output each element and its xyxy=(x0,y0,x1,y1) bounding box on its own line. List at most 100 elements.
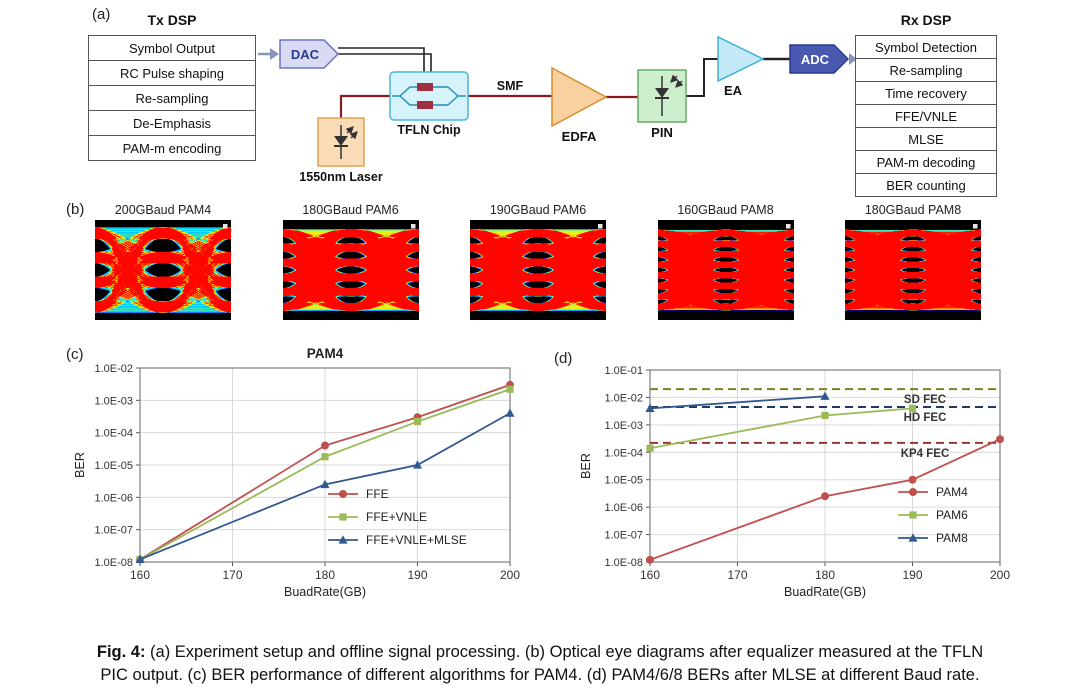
y-tick-label: 1.0E-08 xyxy=(94,557,133,569)
marker-circle-icon xyxy=(339,490,347,498)
eye-diagram-4: 160GBaud PAM8 xyxy=(657,203,794,320)
pin-light-arrow-icon xyxy=(670,74,679,83)
x-tick-label: 180 xyxy=(315,568,335,582)
rx-dsp-block: Symbol Detection Re-sampling Time recovery… xyxy=(855,35,997,197)
dsp-step: FFE/VNLE xyxy=(855,104,997,128)
marker-triangle-icon xyxy=(338,535,348,544)
marker-circle-icon xyxy=(321,441,329,450)
ber-chart-pam4: 1.0E-02 1.0E-03 1.0E-04 1.0E-05 1.0E-06 1.0E-… xyxy=(60,340,550,632)
caption-line1: (a) Experiment setup and offline signal … xyxy=(145,643,984,661)
panel-a-letter: (a) xyxy=(92,6,111,23)
marker-square-icon xyxy=(339,513,347,521)
fec-threshold-kp4-fec: KP4 FEC xyxy=(650,441,1000,460)
wire-dac-rf-1 xyxy=(338,47,425,72)
legend-item-FFE+VNLE+MLSE: FFE+VNLE+MLSE xyxy=(328,533,467,547)
eye-label: 180GBaud PAM6 xyxy=(302,203,399,217)
legend-item-FFE+VNLE: FFE+VNLE xyxy=(328,510,427,524)
marker-triangle-icon xyxy=(820,391,830,400)
eye-diagram-5: 180GBaud PAM8 xyxy=(845,203,981,320)
dsp-step: MLSE xyxy=(855,127,997,151)
dsp-step: PAM-m decoding xyxy=(855,150,997,174)
y-tick-label: 1.0E-01 xyxy=(604,365,643,377)
legend-label: PAM4 xyxy=(936,485,968,499)
y-tick-label: 1.0E-07 xyxy=(94,525,133,537)
legend: PAM4 PAM6 PAM8 xyxy=(898,485,968,545)
dsp-step: Re-sampling xyxy=(855,58,997,82)
x-axis-label: BuadRate(GB) xyxy=(284,585,366,599)
legend-label: FFE+VNLE xyxy=(366,510,427,524)
marker-circle-icon xyxy=(909,488,917,496)
mzm-waveguide-icon xyxy=(392,86,466,106)
y-tick-label: 1.0E-05 xyxy=(604,475,643,487)
eye-label: 200GBaud PAM4 xyxy=(114,203,212,217)
pin-label: PIN xyxy=(651,125,673,140)
legend-item-FFE: FFE xyxy=(328,487,389,501)
marker-square-icon xyxy=(506,385,514,393)
gridlines xyxy=(136,367,511,566)
eye-canvas xyxy=(470,220,606,320)
legend-item-PAM4: PAM4 xyxy=(898,485,968,499)
x-tick-label: 190 xyxy=(407,568,427,582)
legend-label: FFE+VNLE+MLSE xyxy=(366,533,467,547)
chart-c-svg: 1.0E-02 1.0E-03 1.0E-04 1.0E-05 1.0E-06 1.0E-… xyxy=(73,346,520,599)
figure-caption: Fig. 4: (a) Experiment setup and offline… xyxy=(0,641,1080,687)
dsp-step: Symbol Output xyxy=(88,35,256,61)
edfa: EDFA xyxy=(551,66,608,144)
dsp-step: RC Pulse shaping xyxy=(88,60,256,86)
wire-pin-to-ea xyxy=(686,58,718,97)
eye-diagram-2: 180GBaud PAM6 xyxy=(282,203,419,320)
fec-threshold-label: KP4 FEC xyxy=(901,448,950,460)
y-tick-label: 1.0E-02 xyxy=(604,392,643,404)
x-tick-label: 180 xyxy=(815,568,835,582)
fec-threshold-label: HD FEC xyxy=(904,412,947,424)
tfln-chip-label: TFLN Chip xyxy=(397,123,461,137)
edfa-label: EDFA xyxy=(562,129,597,144)
marker-triangle-icon xyxy=(505,408,515,417)
eye-diagram-3: 190GBaud PAM6 xyxy=(470,203,606,320)
marker-triangle-icon xyxy=(908,533,918,542)
legend-item-PAM8: PAM8 xyxy=(898,531,968,545)
marker-square-icon xyxy=(646,444,654,452)
diagram-wires xyxy=(258,47,857,118)
dsp-step: Symbol Detection xyxy=(855,35,997,59)
arrow-tx-to-dac-icon xyxy=(270,48,279,60)
y-tick-label: 1.0E-05 xyxy=(94,460,133,472)
ea-label: EA xyxy=(724,83,743,98)
panel-d-letter: (d) xyxy=(554,350,573,367)
laser: 1550nm Laser xyxy=(299,117,383,184)
marker-triangle-icon xyxy=(645,403,655,412)
y-tick-label: 1.0E-08 xyxy=(604,557,643,569)
marker-circle-icon xyxy=(908,475,917,484)
panel-b-letter: (b) xyxy=(66,201,85,218)
tfln-chip: TFLN Chip xyxy=(389,71,469,137)
tfln-chip-box xyxy=(389,71,469,121)
dsp-step: PAM-m encoding xyxy=(88,135,256,161)
x-tick-label: 200 xyxy=(500,568,520,582)
dac-label: DAC xyxy=(291,47,320,62)
dac-block xyxy=(279,39,340,69)
series-FFE+VNLE+MLSE xyxy=(135,408,515,564)
y-tick-label: 1.0E-07 xyxy=(604,530,643,542)
legend: FFE FFE+VNLE FFE+VNLE+MLSE xyxy=(328,487,467,547)
gridlines xyxy=(646,369,1001,566)
x-tick-label: 160 xyxy=(640,568,660,582)
eye-label: 190GBaud PAM6 xyxy=(489,203,587,217)
arrow-adc-to-rx-icon xyxy=(849,53,857,65)
marker-square-icon xyxy=(321,453,329,461)
series-PAM6 xyxy=(646,404,917,452)
y-axis-label: BER xyxy=(73,452,87,478)
mzm-electrode-bottom-icon xyxy=(417,101,433,109)
y-axis-label: BER xyxy=(579,453,593,479)
dsp-step: Time recovery xyxy=(855,81,997,105)
x-tick-label: 170 xyxy=(727,568,747,582)
mzm-electrode-top-icon xyxy=(417,83,433,91)
eye-canvas xyxy=(657,220,794,320)
tx-dsp-block: Symbol Output RC Pulse shaping Re-sampling… xyxy=(88,35,256,161)
edfa-amplifier-icon xyxy=(551,66,608,128)
fiber-laser-to-chip xyxy=(339,94,390,118)
legend-label: PAM8 xyxy=(936,531,968,545)
fec-threshold-sd-fec: SD FEC xyxy=(650,388,1000,406)
y-tick-label: 1.0E-02 xyxy=(94,363,133,375)
marker-triangle-icon xyxy=(135,554,145,564)
